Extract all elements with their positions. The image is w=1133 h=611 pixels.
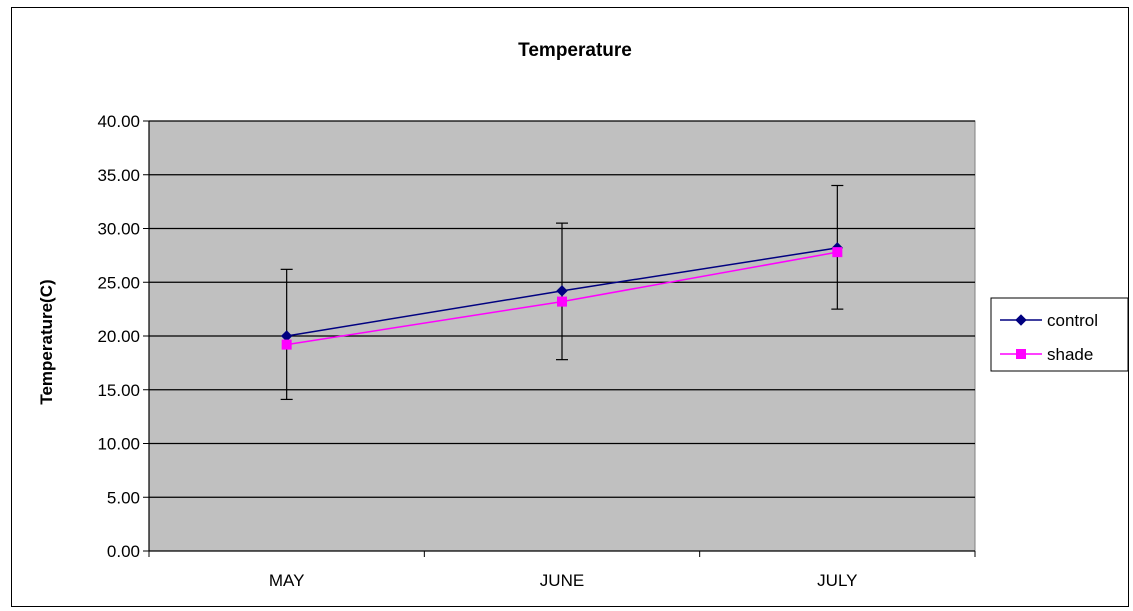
y-tick-label: 35.00 bbox=[97, 166, 140, 185]
y-tick-label: 25.00 bbox=[97, 273, 140, 292]
data-point-control bbox=[556, 285, 568, 297]
y-tick-label: 20.00 bbox=[97, 327, 140, 346]
legend-marker-shade bbox=[1016, 349, 1026, 359]
x-tick-label: MAY bbox=[269, 571, 305, 590]
legend-box bbox=[990, 297, 1129, 372]
legend-label-shade: shade bbox=[1047, 345, 1093, 364]
y-tick-label: 15.00 bbox=[97, 381, 140, 400]
y-tick-label: 10.00 bbox=[97, 435, 140, 454]
data-point-shade bbox=[557, 296, 567, 307]
chart-title: Temperature bbox=[518, 40, 632, 61]
plot-area: 0.00 5.00 10.00 15.00 20.00 25.00 30.00 35.00 40… bbox=[97, 112, 976, 590]
data-point-shade bbox=[832, 247, 843, 258]
legend-label-control: control bbox=[1047, 311, 1098, 330]
legend-marker-control bbox=[1015, 314, 1027, 326]
legend: control shade bbox=[990, 297, 1129, 372]
y-tick-label: 5.00 bbox=[107, 488, 140, 507]
y-tick-label: 0.00 bbox=[107, 542, 140, 561]
x-tick-label: JUNE bbox=[540, 571, 584, 590]
data-point-shade bbox=[281, 339, 292, 350]
y-axis-label: Temperature(C) bbox=[37, 279, 56, 404]
x-tick-label: JULY bbox=[817, 571, 857, 590]
y-tick-label: 30.00 bbox=[97, 220, 140, 239]
y-tick-label: 40.00 bbox=[97, 112, 140, 131]
